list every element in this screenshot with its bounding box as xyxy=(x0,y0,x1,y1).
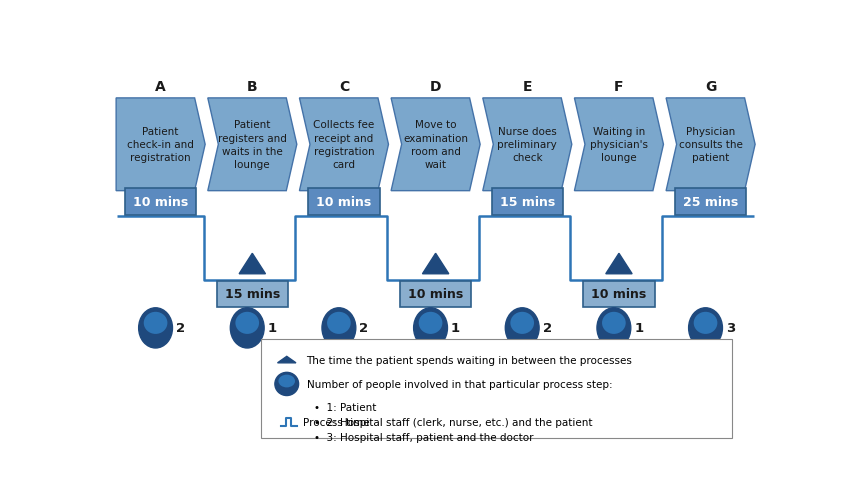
Ellipse shape xyxy=(694,312,717,334)
Polygon shape xyxy=(207,99,297,191)
Text: 1: 1 xyxy=(634,322,643,335)
Polygon shape xyxy=(239,254,265,274)
Polygon shape xyxy=(422,254,449,274)
FancyBboxPatch shape xyxy=(261,340,732,438)
Ellipse shape xyxy=(275,373,298,396)
Text: 3: 3 xyxy=(726,322,735,335)
Text: 1: 1 xyxy=(450,322,460,335)
Polygon shape xyxy=(299,99,388,191)
Polygon shape xyxy=(277,357,296,363)
Ellipse shape xyxy=(597,308,631,348)
Text: A: A xyxy=(156,80,166,94)
Text: Number of people involved in that particular process step:: Number of people involved in that partic… xyxy=(307,379,612,389)
Text: •  3: Hospital staff, patient and the doctor: • 3: Hospital staff, patient and the doc… xyxy=(314,432,533,441)
Text: 2: 2 xyxy=(360,322,368,335)
FancyBboxPatch shape xyxy=(583,281,654,308)
Text: 2: 2 xyxy=(542,322,552,335)
Ellipse shape xyxy=(505,308,539,348)
FancyBboxPatch shape xyxy=(675,189,746,215)
Text: Process time: Process time xyxy=(303,417,370,427)
Ellipse shape xyxy=(688,308,722,348)
Ellipse shape xyxy=(510,312,534,334)
Text: Patient
registers and
waits in the
lounge: Patient registers and waits in the loung… xyxy=(218,120,286,170)
Text: 2: 2 xyxy=(176,322,185,335)
Polygon shape xyxy=(666,99,755,191)
Ellipse shape xyxy=(279,375,295,388)
Ellipse shape xyxy=(602,312,626,334)
Ellipse shape xyxy=(327,312,351,334)
Text: The time the patient spends waiting in between the processes: The time the patient spends waiting in b… xyxy=(307,355,632,365)
Ellipse shape xyxy=(144,312,167,334)
Polygon shape xyxy=(575,99,664,191)
Polygon shape xyxy=(483,99,572,191)
Text: Nurse does
preliminary
check: Nurse does preliminary check xyxy=(497,127,557,163)
Text: •  2: Hospital staff (clerk, nurse, etc.) and the patient: • 2: Hospital staff (clerk, nurse, etc.)… xyxy=(314,417,592,427)
FancyBboxPatch shape xyxy=(491,189,563,215)
Ellipse shape xyxy=(414,308,447,348)
Ellipse shape xyxy=(139,308,173,348)
Text: C: C xyxy=(339,80,349,94)
Text: Physician
consults the
patient: Physician consults the patient xyxy=(678,127,743,163)
Ellipse shape xyxy=(235,312,259,334)
Ellipse shape xyxy=(230,308,264,348)
Text: E: E xyxy=(523,80,532,94)
Ellipse shape xyxy=(419,312,442,334)
Text: Collects fee
receipt and
registration
card: Collects fee receipt and registration ca… xyxy=(314,120,375,170)
Polygon shape xyxy=(391,99,480,191)
Text: G: G xyxy=(705,80,717,94)
Text: Move to
examination
room and
wait: Move to examination room and wait xyxy=(403,120,468,170)
Text: 10 mins: 10 mins xyxy=(408,288,463,301)
Text: B: B xyxy=(247,80,258,94)
Text: Patient
check-in and
registration: Patient check-in and registration xyxy=(128,127,194,163)
Text: 25 mins: 25 mins xyxy=(683,195,739,208)
Polygon shape xyxy=(606,254,632,274)
FancyBboxPatch shape xyxy=(125,189,196,215)
Text: 15 mins: 15 mins xyxy=(224,288,280,301)
Ellipse shape xyxy=(322,308,356,348)
Text: •  1: Patient: • 1: Patient xyxy=(314,402,377,412)
Text: 1: 1 xyxy=(268,322,276,335)
Text: 10 mins: 10 mins xyxy=(592,288,647,301)
FancyBboxPatch shape xyxy=(400,281,471,308)
Text: D: D xyxy=(430,80,441,94)
FancyBboxPatch shape xyxy=(309,189,380,215)
Text: 15 mins: 15 mins xyxy=(500,195,555,208)
Text: F: F xyxy=(615,80,624,94)
Polygon shape xyxy=(116,99,205,191)
Text: 10 mins: 10 mins xyxy=(316,195,371,208)
Text: 10 mins: 10 mins xyxy=(133,195,188,208)
Text: Waiting in
physician's
lounge: Waiting in physician's lounge xyxy=(590,127,648,163)
FancyBboxPatch shape xyxy=(217,281,288,308)
